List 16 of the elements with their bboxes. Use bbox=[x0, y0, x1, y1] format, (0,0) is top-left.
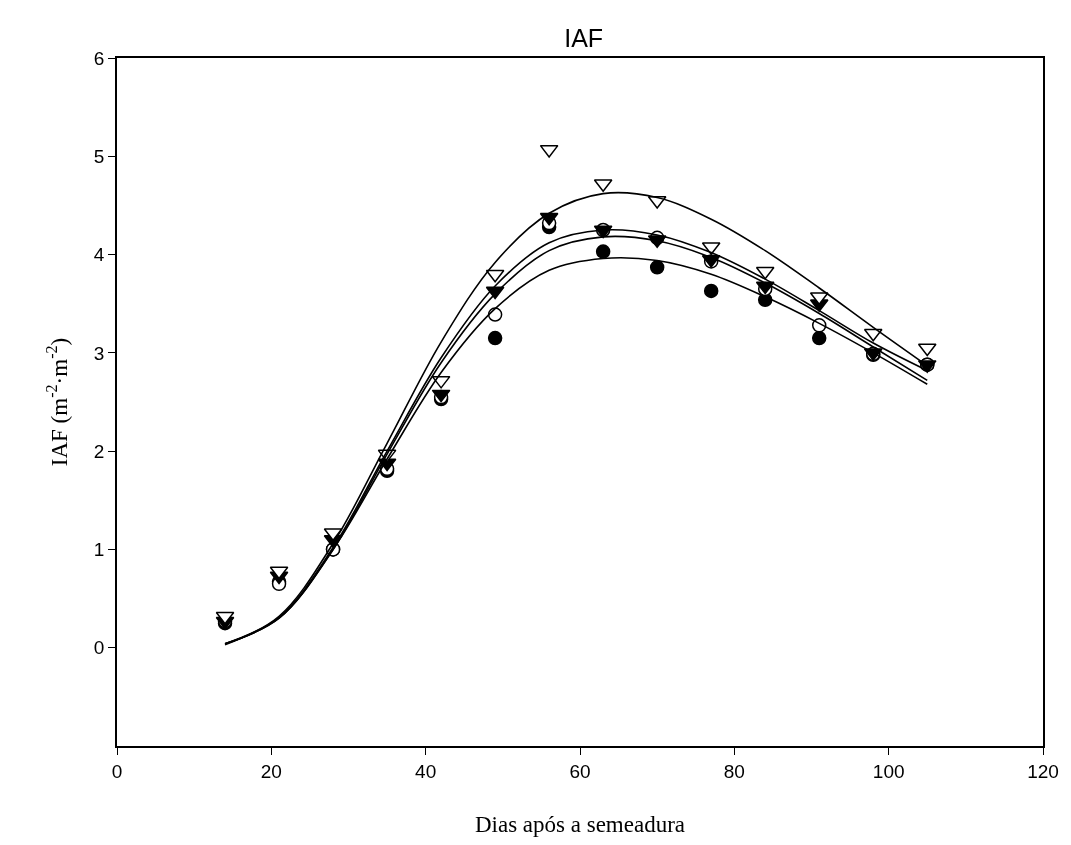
x-tick-label: 120 bbox=[1027, 760, 1059, 782]
x-axis-title: Dias após a semeadura bbox=[474, 811, 686, 837]
x-tick-label: 20 bbox=[260, 760, 282, 782]
y-tick-label: 5 bbox=[93, 145, 105, 167]
y-tick-label: 2 bbox=[93, 440, 105, 462]
y-tick-label: 3 bbox=[93, 342, 105, 364]
x-tick-label: 80 bbox=[723, 760, 745, 782]
x-tick-label: 40 bbox=[415, 760, 437, 782]
x-tick-label: 0 bbox=[111, 760, 123, 782]
y-tick-label: 6 bbox=[93, 47, 105, 69]
y-tick-label: 1 bbox=[93, 539, 105, 561]
chart-title: IAF bbox=[564, 24, 604, 53]
x-tick-label: 100 bbox=[872, 760, 905, 782]
y-tick-label: 0 bbox=[93, 637, 105, 659]
x-tick-label: 60 bbox=[569, 760, 591, 782]
y-tick-label: 4 bbox=[93, 244, 105, 266]
